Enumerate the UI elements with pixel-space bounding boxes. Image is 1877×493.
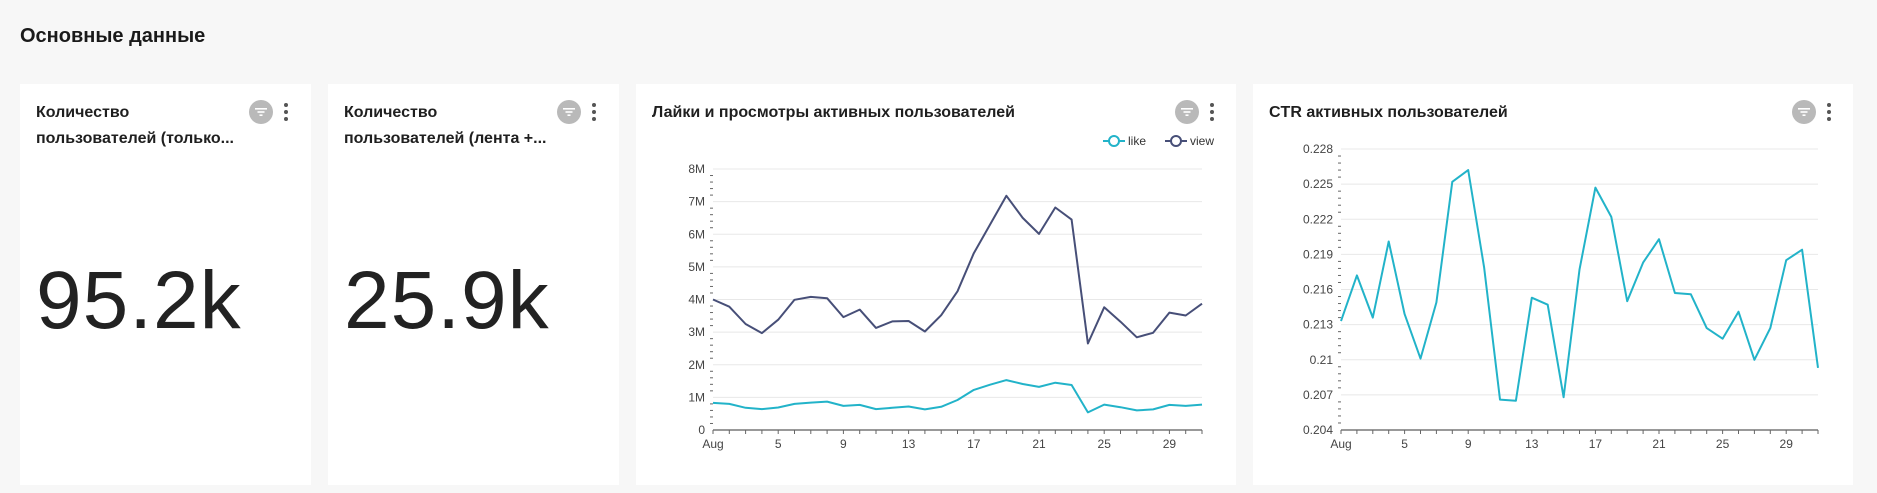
y-tick-label: 0 [698,423,705,437]
legend-marker-view [1170,135,1182,147]
kpi-card-users-feed-only: Количество пользователей (только... 95.2… [20,84,311,485]
x-tick-label: 13 [902,437,916,451]
kpi-card-users-feed-msg: Количество пользователей (лента +... 25.… [328,84,619,485]
y-tick-label: 0.225 [1303,177,1333,191]
x-tick-label: 5 [1401,437,1408,451]
y-tick-label: 3M [688,325,705,339]
y-tick-label: 0.207 [1303,388,1333,402]
y-tick-label: 0.204 [1303,423,1333,437]
y-tick-label: 6M [688,227,705,241]
filter-icon[interactable] [557,100,581,124]
more-vertical-icon[interactable] [1822,100,1836,124]
card-title: Количество пользователей (лента +... [344,100,554,152]
x-tick-label: 17 [967,437,981,451]
legend-label-like: like [1128,134,1146,148]
y-tick-label: 0.21 [1310,353,1334,367]
x-tick-label: 9 [1465,437,1472,451]
more-vertical-icon[interactable] [587,100,601,124]
y-tick-label: 0.213 [1303,318,1333,332]
card-title-line1: Количество [344,104,438,121]
card-title-line2: пользователей (только... [36,130,234,147]
x-tick-label: Aug [1330,437,1351,451]
legend-label-view: view [1190,134,1214,148]
y-tick-label: 0.222 [1303,212,1333,226]
x-tick-label: 5 [775,437,782,451]
y-tick-label: 5M [688,260,705,274]
series-line-ctr [1340,169,1819,402]
likes-views-chart: 0 1M 2M 3M 4M 5M 6M 7M 8M Aug 5 9 13 17 21 25 29 view like [688,134,1214,451]
filter-icon[interactable] [1175,100,1199,124]
y-tick-label: 7M [688,195,705,209]
x-tick-label: 21 [1032,437,1046,451]
chart-card-ctr: CTR активных пользователей 0.204 0.207 0.2… [1253,84,1853,485]
more-vertical-icon[interactable] [279,100,293,124]
card-title: Количество пользователей (только... [36,100,246,152]
x-tick-label: 25 [1098,437,1112,451]
y-tick-label: 0.216 [1303,283,1333,297]
filter-icon[interactable] [249,100,273,124]
x-tick-label: 13 [1525,437,1539,451]
y-tick-label: 2M [688,358,705,372]
x-tick-label: 17 [1589,437,1603,451]
x-tick-label: 29 [1780,437,1794,451]
y-tick-label: 8M [688,162,705,176]
legend-marker-like [1108,135,1120,147]
kpi-value: 95.2k [36,255,242,346]
series-line-view [712,194,1203,345]
kpi-value: 25.9k [344,255,550,346]
filter-icon[interactable] [1792,100,1816,124]
chart-card-likes-views: Лайки и просмотры активных пользователей… [636,84,1236,485]
ctr-chart: 0.204 0.207 0.21 0.213 0.216 0.219 0.222 0.225 0… [1303,142,1819,451]
series-line-like [712,379,1203,414]
y-tick-label: 4M [688,293,705,307]
card-title-line2: пользователей (лента +... [344,130,547,147]
y-tick-label: 0.228 [1303,142,1333,156]
x-tick-label: Aug [702,437,723,451]
card-title: Лайки и просмотры активных пользователей [652,104,1015,121]
card-title: CTR активных пользователей [1269,104,1508,121]
page-title: Основные данные [20,25,206,47]
card-title-line1: Количество [36,104,130,121]
more-vertical-icon[interactable] [1205,100,1219,124]
y-tick-label: 1M [688,390,705,404]
y-tick-label: 0.219 [1303,247,1333,261]
x-tick-label: 29 [1163,437,1177,451]
x-tick-label: 21 [1652,437,1666,451]
x-tick-label: 9 [840,437,847,451]
x-tick-label: 25 [1716,437,1730,451]
